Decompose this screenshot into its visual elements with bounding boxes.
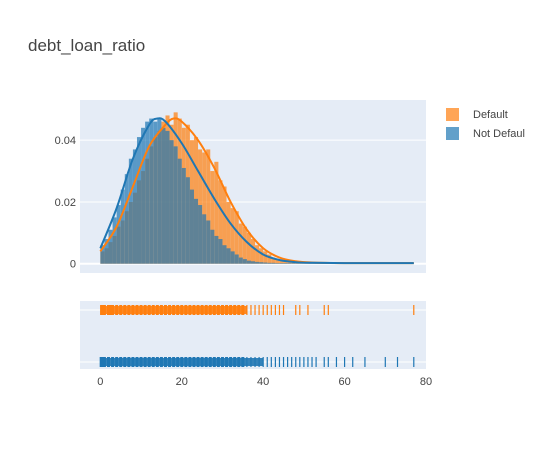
histogram-bar[interactable] xyxy=(185,177,190,264)
legend-label: Default xyxy=(473,109,508,121)
histogram-bar[interactable] xyxy=(271,257,276,264)
histogram-bar[interactable] xyxy=(275,259,280,264)
x-tick-label: 80 xyxy=(420,376,432,388)
histogram-bar[interactable] xyxy=(141,127,146,264)
legend-swatch xyxy=(446,127,459,140)
histogram-bar[interactable] xyxy=(108,229,113,264)
histogram-bar[interactable] xyxy=(181,167,186,264)
histogram-bar[interactable] xyxy=(202,152,207,264)
chart-title: debt_loan_ratio xyxy=(28,36,145,55)
legend-item-not-default[interactable]: Not Defaul xyxy=(446,127,525,140)
histogram-bar[interactable] xyxy=(173,146,178,264)
kde-line-not-default[interactable] xyxy=(99,117,414,265)
histogram-bar[interactable] xyxy=(128,158,133,264)
histogram-bar[interactable] xyxy=(263,251,268,264)
histogram-bar[interactable] xyxy=(275,263,280,264)
histogram-bar[interactable] xyxy=(214,235,219,264)
histogram-bar[interactable] xyxy=(100,245,105,264)
x-tick-label: 60 xyxy=(338,376,350,388)
rug-dense-band xyxy=(100,306,247,314)
legend-item-default[interactable]: Default xyxy=(446,108,508,121)
histogram-bar[interactable] xyxy=(206,149,211,264)
histogram-bar[interactable] xyxy=(226,248,231,264)
histogram-bar[interactable] xyxy=(238,223,243,264)
legend[interactable]: Default Not Defaul xyxy=(446,108,525,140)
histogram-bar[interactable] xyxy=(279,260,284,264)
histogram-bar[interactable] xyxy=(259,248,264,264)
histogram-bar[interactable] xyxy=(259,262,264,264)
histogram-bar[interactable] xyxy=(132,149,137,264)
x-tick-label: 40 xyxy=(257,376,269,388)
histogram-bar[interactable] xyxy=(287,261,292,264)
histogram-bar[interactable] xyxy=(255,245,260,264)
histogram-bar[interactable] xyxy=(157,118,162,264)
legend-label: Not Defaul xyxy=(473,128,525,140)
histogram-bar[interactable] xyxy=(165,130,170,264)
y-tick-label: 0.02 xyxy=(55,197,76,209)
histogram-bar[interactable] xyxy=(271,262,276,264)
histogram-bar[interactable] xyxy=(242,226,247,264)
histogram-bar[interactable] xyxy=(193,198,199,264)
histogram-bar[interactable] xyxy=(161,127,166,264)
histogram-bar[interactable] xyxy=(267,262,272,264)
histogram-bar[interactable] xyxy=(169,140,174,264)
histogram-bar[interactable] xyxy=(226,201,231,264)
histogram-bar[interactable] xyxy=(246,232,251,264)
rug-default xyxy=(100,305,415,315)
histogram-bar[interactable] xyxy=(124,174,129,264)
histogram-bar[interactable] xyxy=(210,171,215,264)
y-tick-label: 0.04 xyxy=(55,135,76,147)
histogram-bar[interactable] xyxy=(218,239,223,264)
histogram-bar[interactable] xyxy=(218,180,223,264)
histogram-bar[interactable] xyxy=(234,211,239,264)
histogram-bar[interactable] xyxy=(255,261,260,264)
histogram-bar[interactable] xyxy=(283,261,288,264)
histogram-bar[interactable] xyxy=(214,161,219,264)
histogram-bar[interactable] xyxy=(104,239,109,264)
histogram-bar[interactable] xyxy=(238,257,243,264)
histogram-bar[interactable] xyxy=(112,217,117,264)
histogram-bar[interactable] xyxy=(242,259,247,264)
histogram-bar[interactable] xyxy=(234,254,239,264)
rug-panel: 0 20 40 60 80 xyxy=(80,301,432,388)
histogram-bar[interactable] xyxy=(230,251,235,264)
histogram-bar[interactable] xyxy=(136,137,142,264)
histogram-bar[interactable] xyxy=(267,254,272,264)
bars-not-default xyxy=(100,118,414,264)
x-tick-label: 20 xyxy=(176,376,188,388)
histogram-bar[interactable] xyxy=(120,189,125,264)
histogram-bar[interactable] xyxy=(206,220,211,264)
histogram-bar[interactable] xyxy=(222,186,227,264)
histogram-bar[interactable] xyxy=(295,263,300,264)
histogram-bar[interactable] xyxy=(149,118,154,264)
histogram-bar[interactable] xyxy=(145,121,150,264)
histogram-bar[interactable] xyxy=(222,245,227,264)
histogram-bar[interactable] xyxy=(291,263,296,264)
x-tick-label: 0 xyxy=(97,376,103,388)
histogram-bar[interactable] xyxy=(153,121,158,264)
histogram-bar[interactable] xyxy=(202,214,207,264)
legend-swatch xyxy=(446,108,459,121)
histogram-bar[interactable] xyxy=(283,263,288,264)
histogram-bar[interactable] xyxy=(250,239,256,264)
histogram-bar[interactable] xyxy=(189,189,194,264)
histogram-bar[interactable] xyxy=(263,262,268,264)
histogram-bar[interactable] xyxy=(287,263,292,264)
histogram-bar[interactable] xyxy=(279,263,284,264)
histogram-bar[interactable] xyxy=(177,158,182,264)
rug-not-default xyxy=(99,357,415,367)
y-tick-label: 0 xyxy=(70,259,76,271)
histogram-bar[interactable] xyxy=(198,205,203,264)
histogram-bar[interactable] xyxy=(116,205,121,264)
histogram-bar[interactable] xyxy=(230,208,235,264)
rug-dense-band xyxy=(100,358,264,366)
histogram-panel: 0 0.02 0.04 xyxy=(55,100,426,273)
histogram-bar[interactable] xyxy=(246,260,251,264)
histogram-bar[interactable] xyxy=(210,229,215,264)
histogram-bar[interactable] xyxy=(250,261,256,264)
